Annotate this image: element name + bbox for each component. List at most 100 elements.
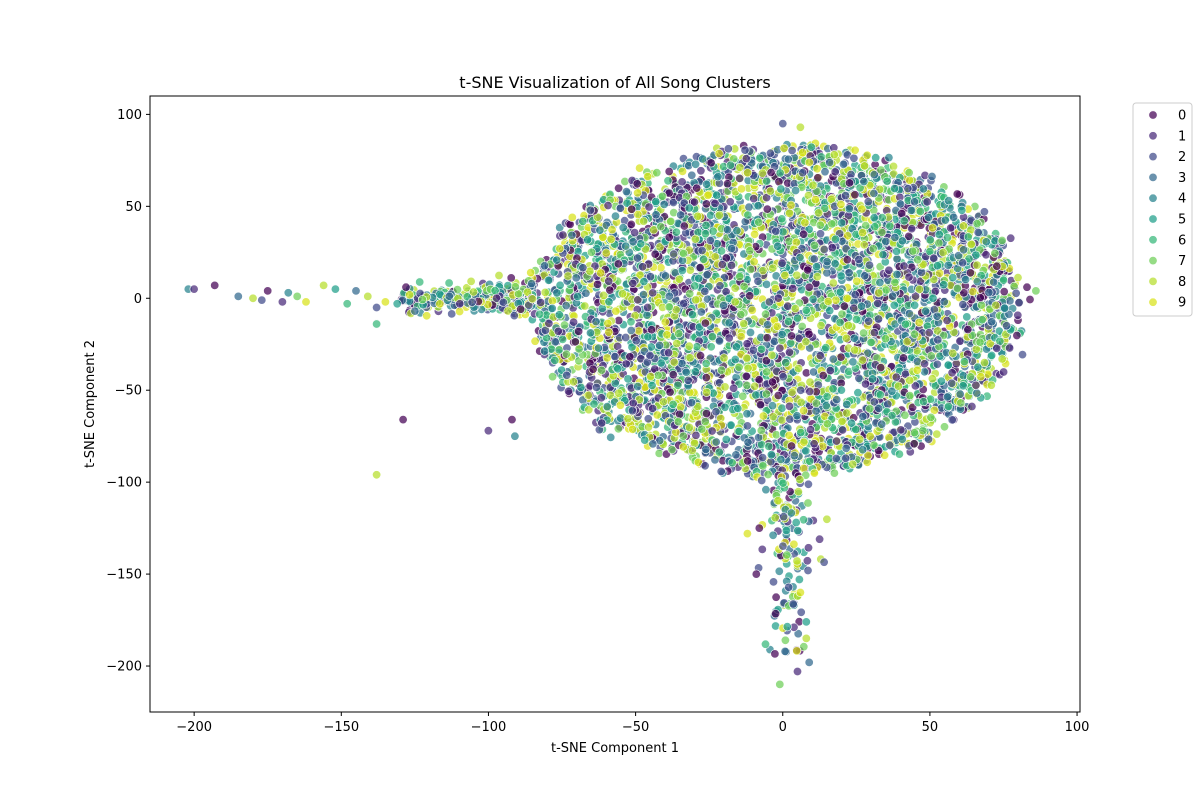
scatter-point bbox=[687, 170, 697, 180]
scatter-point bbox=[776, 184, 786, 194]
scatter-point bbox=[935, 268, 945, 278]
scatter-point bbox=[603, 318, 613, 328]
scatter-point bbox=[707, 332, 717, 342]
scatter-point bbox=[778, 372, 788, 382]
scatter-point bbox=[844, 268, 854, 278]
scatter-point bbox=[990, 248, 1000, 258]
scatter-point bbox=[692, 183, 702, 193]
scatter-point bbox=[927, 374, 937, 384]
scatter-point bbox=[943, 401, 953, 411]
scatter-point bbox=[869, 328, 879, 338]
scatter-point bbox=[699, 254, 709, 264]
scatter-point bbox=[683, 375, 693, 385]
scatter-point bbox=[1000, 303, 1010, 313]
scatter-point bbox=[561, 301, 571, 311]
scatter-point bbox=[822, 419, 832, 429]
scatter-point bbox=[870, 222, 880, 232]
scatter-point bbox=[558, 230, 568, 240]
scatter-point bbox=[701, 358, 711, 368]
scatter-point bbox=[1013, 273, 1023, 283]
scatter-point bbox=[690, 367, 700, 377]
scatter-point bbox=[918, 184, 928, 194]
scatter-point bbox=[1005, 343, 1015, 353]
scatter-point bbox=[553, 326, 563, 336]
scatter-point bbox=[745, 327, 755, 337]
scatter-point bbox=[589, 399, 599, 409]
scatter-point bbox=[733, 403, 743, 413]
scatter-point bbox=[730, 354, 740, 364]
scatter-point bbox=[783, 301, 793, 311]
scatter-point bbox=[775, 168, 785, 178]
scatter-point bbox=[736, 331, 746, 341]
scatter-point bbox=[979, 207, 989, 217]
scatter-point bbox=[757, 344, 767, 354]
scatter-point bbox=[684, 341, 694, 351]
scatter-point bbox=[868, 374, 878, 384]
scatter-point bbox=[712, 190, 722, 200]
scatter-point bbox=[762, 367, 772, 377]
scatter-point bbox=[892, 254, 902, 264]
scatter-point bbox=[535, 309, 545, 319]
scatter-point bbox=[836, 271, 846, 281]
scatter-point bbox=[548, 372, 558, 382]
scatter-point bbox=[842, 293, 852, 303]
scatter-point bbox=[700, 286, 710, 296]
scatter-point bbox=[784, 430, 794, 440]
scatter-point bbox=[690, 234, 700, 244]
scatter-point bbox=[896, 425, 906, 435]
scatter-point bbox=[849, 303, 859, 313]
scatter-point bbox=[603, 201, 613, 211]
scatter-point bbox=[677, 265, 687, 275]
scatter-point bbox=[742, 380, 752, 390]
scatter-point bbox=[736, 184, 746, 194]
scatter-point bbox=[674, 274, 684, 284]
scatter-point bbox=[723, 144, 733, 154]
scatter-point bbox=[940, 215, 950, 225]
scatter-point bbox=[634, 326, 644, 336]
scatter-point bbox=[837, 218, 847, 228]
scatter-point bbox=[850, 190, 860, 200]
scatter-point bbox=[786, 441, 796, 451]
scatter-point bbox=[992, 343, 1002, 353]
scatter-point bbox=[835, 287, 845, 297]
scatter-point bbox=[664, 167, 674, 177]
scatter-point bbox=[743, 363, 753, 373]
scatter-point bbox=[799, 437, 809, 447]
scatter-point bbox=[564, 386, 574, 396]
scatter-point bbox=[581, 288, 591, 298]
scatter-point bbox=[859, 240, 869, 250]
scatter-point bbox=[706, 342, 716, 352]
scatter-point bbox=[972, 388, 982, 398]
scatter-point bbox=[796, 427, 806, 437]
scatter-point bbox=[697, 246, 707, 256]
scatter-point bbox=[841, 333, 851, 343]
scatter-point bbox=[729, 383, 739, 393]
scatter-point bbox=[700, 417, 710, 427]
scatter-point bbox=[877, 227, 887, 237]
scatter-point bbox=[875, 277, 885, 287]
scatter-point bbox=[744, 202, 754, 212]
scatter-point bbox=[767, 350, 777, 360]
scatter-point bbox=[734, 362, 744, 372]
scatter-point bbox=[991, 300, 1001, 310]
scatter-point bbox=[663, 348, 673, 358]
scatter-point bbox=[768, 412, 778, 422]
scatter-point bbox=[963, 232, 973, 242]
scatter-point bbox=[573, 291, 583, 301]
scatter-point bbox=[814, 208, 824, 218]
scatter-point bbox=[844, 204, 854, 214]
scatter-point bbox=[1013, 310, 1023, 320]
scatter-point bbox=[615, 413, 625, 423]
scatter-point bbox=[836, 352, 846, 362]
scatter-point bbox=[828, 354, 838, 364]
scatter-point bbox=[812, 164, 822, 174]
scatter-point bbox=[724, 318, 734, 328]
scatter-point bbox=[979, 358, 989, 368]
scatter-point bbox=[864, 260, 874, 270]
scatter-point bbox=[783, 316, 793, 326]
scatter-point bbox=[843, 320, 853, 330]
scatter-point bbox=[862, 150, 872, 160]
scatter-point bbox=[809, 367, 819, 377]
scatter-point bbox=[644, 202, 654, 212]
scatter-point bbox=[869, 188, 879, 198]
